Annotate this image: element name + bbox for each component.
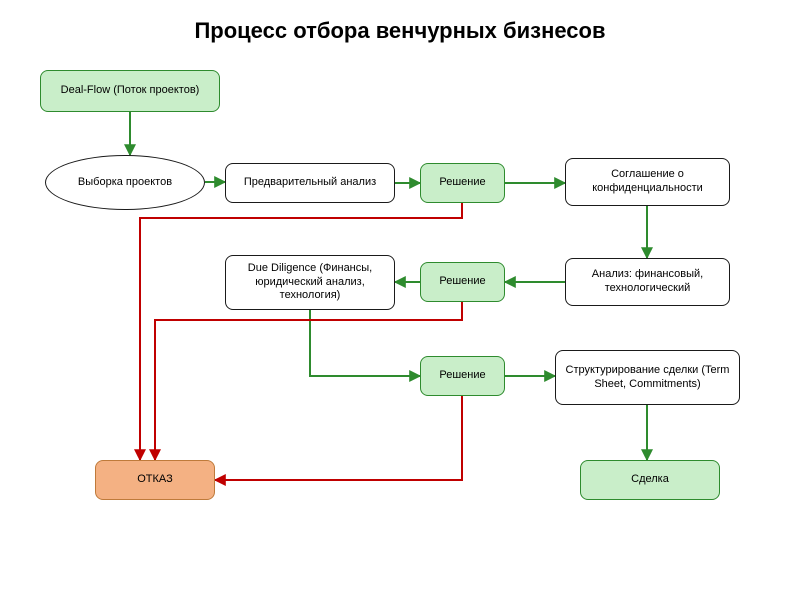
node-preanalysis: Предварительный анализ — [225, 163, 395, 203]
node-sampling: Выборка проектов — [45, 155, 205, 210]
node-nda: Соглашение о конфиденциальности — [565, 158, 730, 206]
node-structuring: Структурирование сделки (Term Sheet, Com… — [555, 350, 740, 405]
node-dealflow: Deal-Flow (Поток проектов) — [40, 70, 220, 112]
edge-decision2→reject — [155, 302, 462, 460]
diagram-title: Процесс отбора венчурных бизнесов — [0, 18, 800, 44]
node-analysis: Анализ: финансовый, технологический — [565, 258, 730, 306]
node-reject: ОТКАЗ — [95, 460, 215, 500]
node-decision2: Решение — [420, 262, 505, 302]
edge-decision3→reject — [215, 396, 462, 480]
node-decision3: Решение — [420, 356, 505, 396]
node-dd: Due Diligence (Финансы, юридический анал… — [225, 255, 395, 310]
edge-decision1→reject — [140, 203, 462, 460]
node-decision1: Решение — [420, 163, 505, 203]
node-deal: Сделка — [580, 460, 720, 500]
edge-dd→decision3 — [310, 310, 420, 376]
